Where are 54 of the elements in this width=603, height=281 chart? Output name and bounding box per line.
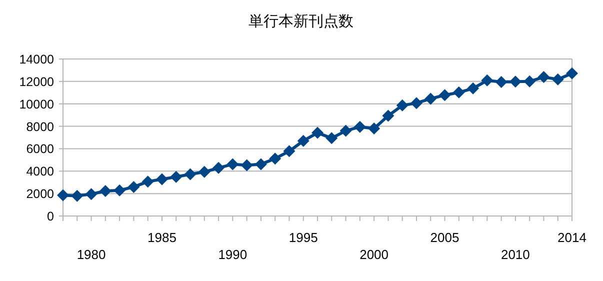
y-tick-label: 4000 [26, 164, 54, 179]
point [396, 99, 408, 112]
point [452, 86, 465, 98]
x-tick-label: 1985 [148, 230, 176, 245]
point [57, 189, 69, 202]
x-tick-label: 1990 [218, 247, 248, 262]
point [552, 73, 564, 86]
y-tick-label: 14000 [19, 52, 54, 66]
point [438, 89, 451, 102]
point [99, 184, 112, 197]
point [538, 71, 550, 84]
x-tick-label: 2014 [558, 230, 586, 245]
y-tick-label: 8000 [26, 120, 54, 134]
point [566, 67, 578, 80]
point [340, 124, 352, 137]
point [495, 76, 508, 88]
point [198, 166, 210, 178]
point [467, 82, 480, 94]
y-tick-label: 6000 [26, 142, 54, 156]
point [326, 132, 338, 144]
point [212, 162, 225, 174]
y-tick-label: 12000 [19, 74, 54, 89]
x-tick-label: 2000 [360, 247, 389, 262]
point [128, 180, 140, 193]
point [254, 158, 267, 170]
x-tick-label: 1995 [288, 230, 318, 245]
point [283, 145, 296, 158]
point [269, 152, 282, 165]
x-tick-label: 1980 [76, 247, 106, 262]
point [382, 110, 394, 122]
chart-title: 単行本新刊点数 [248, 13, 354, 30]
y-tick-label: 10000 [19, 97, 54, 112]
point [368, 122, 380, 135]
y-tick-label: 0 [47, 210, 54, 224]
point [312, 126, 324, 139]
point [297, 134, 310, 147]
point [184, 168, 196, 180]
x-tick-label: 2010 [500, 247, 530, 262]
point [156, 173, 168, 186]
point [354, 120, 366, 133]
point [509, 76, 522, 88]
point [424, 92, 437, 105]
x-tick-label: 2005 [430, 230, 460, 245]
point [71, 190, 84, 202]
point [410, 97, 422, 110]
point [481, 74, 494, 86]
point [85, 188, 98, 200]
point [240, 159, 253, 172]
point [226, 158, 239, 170]
point [114, 184, 126, 196]
y-tick-label: 2000 [26, 187, 54, 202]
point [142, 176, 154, 188]
point [524, 75, 536, 88]
point [170, 170, 182, 183]
